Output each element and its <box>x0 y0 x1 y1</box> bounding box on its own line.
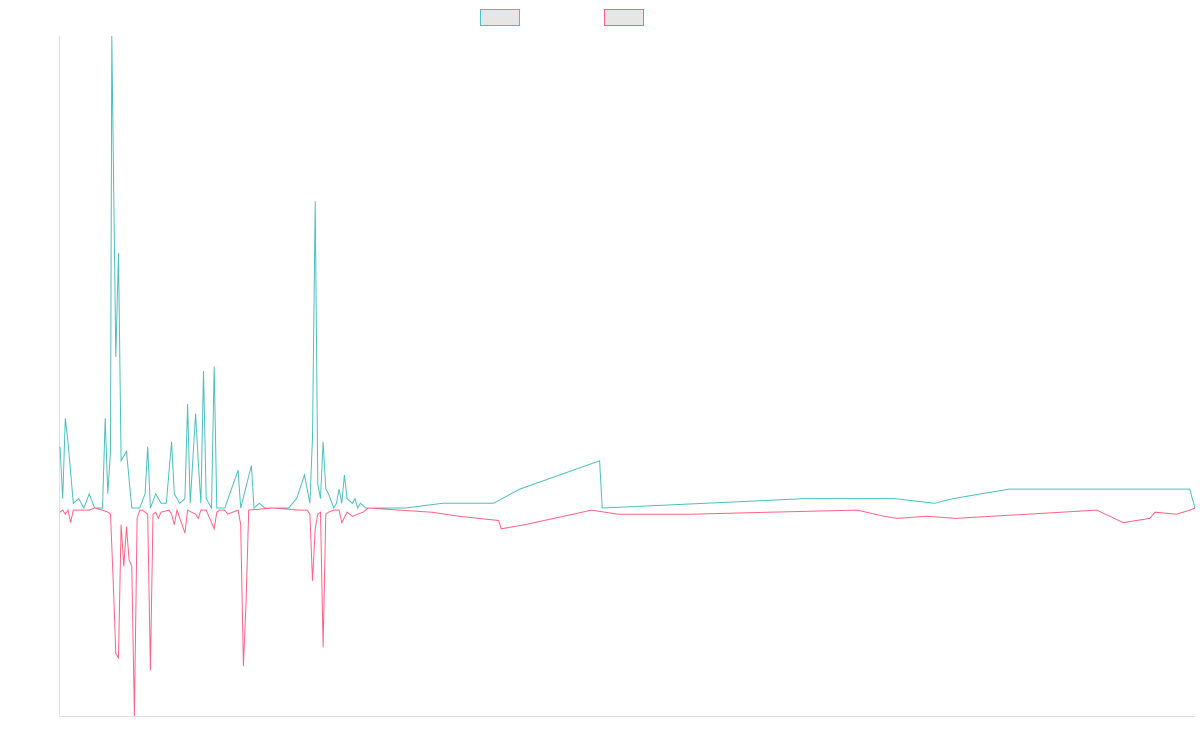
legend-swatch-series-1[interactable] <box>480 9 520 26</box>
series-layer <box>59 35 1196 717</box>
chart-axes <box>59 36 1195 717</box>
legend-swatch-series-2[interactable] <box>604 9 644 26</box>
series-2-line <box>59 507 1196 717</box>
series-1-line <box>59 35 1196 510</box>
